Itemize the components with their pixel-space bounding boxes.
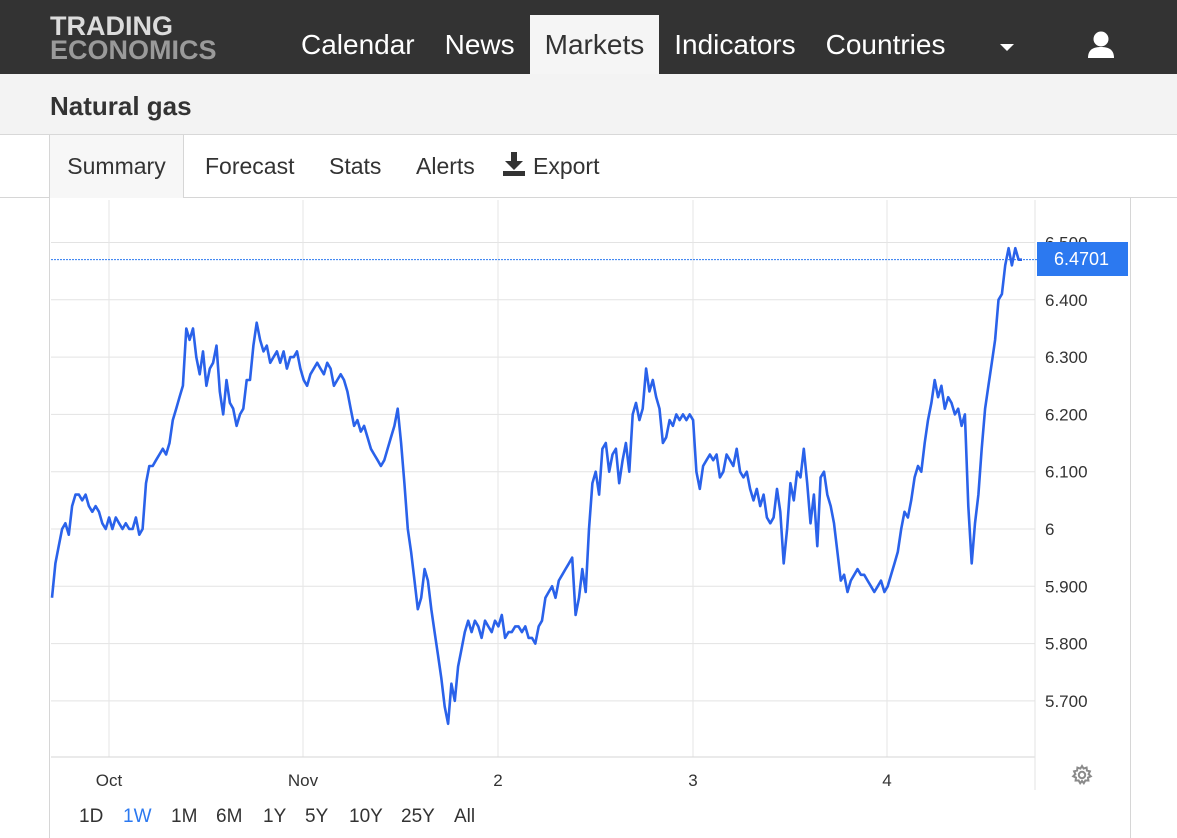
tab-export[interactable]: Export <box>533 153 600 179</box>
y-tick-label: 6.300 <box>1045 348 1088 367</box>
y-tick-label: 5.900 <box>1045 577 1088 596</box>
y-tick-label: 5.800 <box>1045 635 1088 654</box>
download-icon[interactable] <box>503 152 525 176</box>
gear-icon[interactable] <box>1071 764 1093 786</box>
main-nav: Calendar News Markets Indicators Countri… <box>286 15 960 74</box>
nav-markets[interactable]: Markets <box>529 15 660 74</box>
x-tick-label: Oct <box>96 771 123 790</box>
tab-summary[interactable]: Summary <box>49 135 184 198</box>
range-25y[interactable]: 25Y <box>401 806 435 827</box>
nav-indicators[interactable]: Indicators <box>674 29 796 60</box>
range-1w[interactable]: 1W <box>123 806 152 827</box>
nav-countries[interactable]: Countries <box>825 29 946 60</box>
nav-calendar[interactable]: Calendar <box>301 29 415 60</box>
range-5y[interactable]: 5Y <box>305 806 329 827</box>
page-title: Natural gas <box>50 91 192 121</box>
top-navigation-bar: TRADING ECONOMICS Calendar News Markets … <box>0 0 1177 74</box>
range-10y[interactable]: 10Y <box>349 806 383 827</box>
logo-line-2: ECONOMICS <box>50 35 217 65</box>
y-tick-label: 6.200 <box>1045 405 1088 424</box>
user-icon[interactable] <box>1086 30 1116 58</box>
title-bar: Natural gas <box>0 74 1177 135</box>
tab-forecast[interactable]: Forecast <box>205 153 295 179</box>
x-tick-label: 3 <box>688 771 697 790</box>
x-tick-label: 4 <box>882 771 891 790</box>
last-price-badge: 6.4701 <box>1037 242 1128 276</box>
y-tick-label: 6.400 <box>1045 291 1088 310</box>
nav-news[interactable]: News <box>444 29 515 60</box>
range-1y[interactable]: 1Y <box>263 806 287 827</box>
range-1d[interactable]: 1D <box>79 806 104 827</box>
y-tick-label: 6 <box>1045 520 1054 539</box>
tab-alerts[interactable]: Alerts <box>416 153 475 179</box>
tab-stats[interactable]: Stats <box>329 153 382 179</box>
range-1m[interactable]: 1M <box>171 806 198 827</box>
range-6m[interactable]: 6M <box>216 806 243 827</box>
logo-line-1: TRADING <box>50 11 173 41</box>
y-tick-label: 5.700 <box>1045 692 1088 711</box>
price-series-line <box>50 246 1022 726</box>
trading-economics-logo[interactable]: TRADING ECONOMICS <box>50 11 217 65</box>
chart-area <box>49 198 1131 838</box>
x-tick-label: Nov <box>288 771 319 790</box>
x-tick-label: 2 <box>493 771 502 790</box>
range-all[interactable]: All <box>454 806 476 827</box>
nav-more-caret-icon[interactable] <box>1000 44 1014 51</box>
tab-bar: Summary Forecast Stats Alerts Export <box>0 135 1177 198</box>
y-tick-label: 6.100 <box>1045 463 1088 482</box>
